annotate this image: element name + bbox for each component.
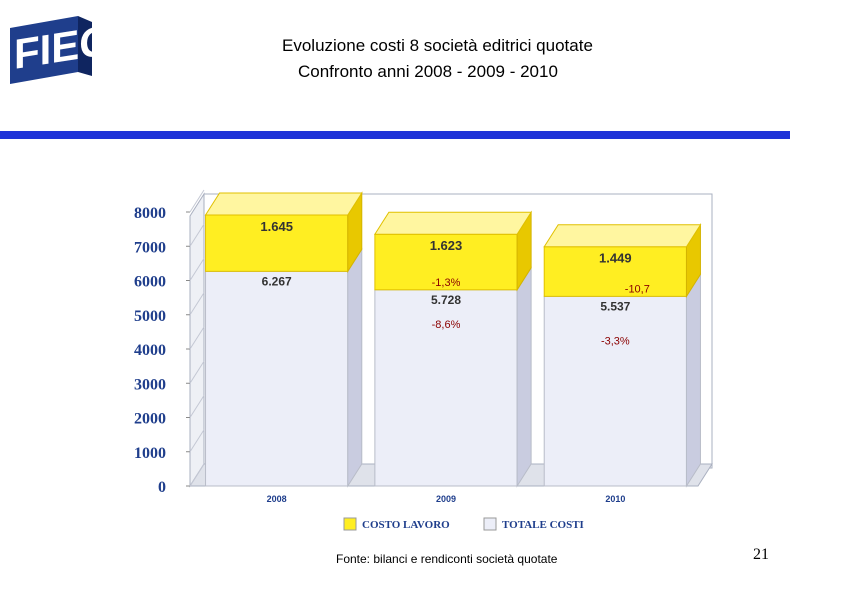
page-number: 21 <box>753 546 769 563</box>
y-tick-label: 8000 <box>134 205 166 222</box>
fieg-logo: FIEG <box>10 16 94 84</box>
bar-costo-lavoro-top <box>204 192 363 216</box>
legend-label: TOTALE COSTI <box>502 519 584 531</box>
legend-swatch <box>483 517 497 531</box>
y-gridline <box>189 326 205 350</box>
y-gridline <box>189 360 205 384</box>
bar-totale-costi <box>543 295 687 487</box>
y-gridline <box>189 429 205 453</box>
y-gridline <box>189 292 205 316</box>
legend-label: COSTO LAVORO <box>362 519 450 531</box>
bar-costo-lavoro <box>205 214 349 272</box>
data-label-costo-lavoro: 1.645 <box>260 219 293 234</box>
bar-totale-costi <box>205 270 349 487</box>
data-label-costo-lavoro: 1.449 <box>599 251 632 266</box>
x-tick-label: 2008 <box>267 494 287 504</box>
chart-side-wall <box>189 192 205 488</box>
y-gridline <box>189 223 205 247</box>
legend-swatch <box>343 517 357 531</box>
change-annotation: -10,7 <box>625 283 650 295</box>
y-gridline <box>189 463 205 487</box>
bar-totale-costi <box>374 289 518 487</box>
y-tick-label: 5000 <box>134 308 166 325</box>
y-gridline <box>189 189 205 213</box>
data-label-totale-costi: 5.537 <box>600 299 630 313</box>
page-title: Evoluzione costi 8 società editrici quot… <box>282 36 593 55</box>
bar-costo-lavoro <box>374 233 518 291</box>
change-annotation: -3,3% <box>601 335 630 347</box>
bar-costo-lavoro <box>543 246 687 297</box>
bar-costo-lavoro-top <box>543 224 702 248</box>
y-tick-label: 4000 <box>134 342 166 359</box>
bar-totale-costi-side <box>347 247 363 488</box>
y-tick-label: 1000 <box>134 445 166 462</box>
data-label-costo-lavoro: 1.623 <box>430 238 463 253</box>
data-label-totale-costi: 6.267 <box>262 274 292 288</box>
data-label-totale-costi: 5.728 <box>431 293 461 307</box>
y-gridline <box>189 395 205 418</box>
change-annotation: -8,6% <box>432 319 461 331</box>
cost-chart: 0 1000 2000 3000 4000 5000 6000 7000 8000 1.645 6.… <box>134 189 713 531</box>
bar-costo-lavoro-top <box>373 211 533 235</box>
x-tick-label: 2010 <box>605 494 625 504</box>
header-rule <box>0 131 790 139</box>
source-note: Fonte: bilanci e rendiconti società quot… <box>336 552 558 566</box>
y-gridline <box>189 258 205 281</box>
y-tick-label: 2000 <box>134 411 166 428</box>
change-annotation: -1,3% <box>432 277 461 289</box>
x-tick-label: 2009 <box>436 494 456 504</box>
y-tick-label: 7000 <box>134 239 166 256</box>
y-tick-label: 3000 <box>134 376 166 393</box>
page-subtitle: Confronto anni 2008 - 2009 - 2010 <box>298 62 558 81</box>
bar-totale-costi-side <box>516 266 532 488</box>
y-tick-label: 6000 <box>134 274 166 291</box>
bar-totale-costi-side <box>685 272 701 488</box>
y-tick-label: 0 <box>158 479 166 496</box>
